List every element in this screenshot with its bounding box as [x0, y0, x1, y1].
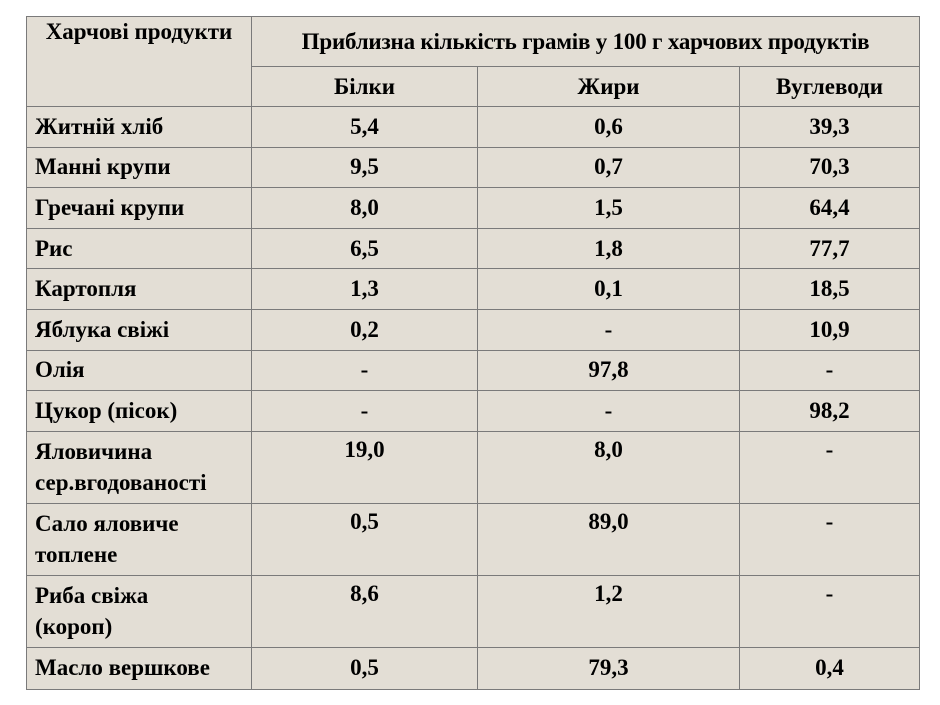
- product-name-line2: (короп): [35, 613, 113, 639]
- product-name-line1: Сало яловиче: [35, 510, 179, 536]
- carbs-value: 18,5: [738, 268, 921, 310]
- fat-value: -: [477, 308, 740, 351]
- fat-value: 1,5: [477, 187, 740, 229]
- table-row: Олія - 97,8 -: [26, 349, 921, 392]
- table-row: Масло вершкове 0,5 79,3 0,4: [26, 646, 921, 691]
- carbs-value: 39,3: [738, 106, 921, 148]
- product-name: Манні крупи: [26, 146, 252, 189]
- product-name-line1: Яловичина: [35, 438, 153, 464]
- fat-value: 1,2: [477, 574, 740, 648]
- carbs-value: 77,7: [738, 227, 921, 270]
- product-name: Олія: [26, 349, 252, 392]
- header-protein: Білки: [251, 66, 478, 108]
- header-fat: Жири: [477, 66, 740, 108]
- protein-value: -: [251, 390, 478, 432]
- carbs-value: -: [738, 349, 921, 392]
- table-row: Гречані крупи 8,0 1,5 64,4: [26, 187, 921, 229]
- fat-value: 97,8: [477, 349, 740, 392]
- table-row: Картопля 1,3 0,1 18,5: [26, 268, 921, 310]
- carbs-value: 70,3: [738, 146, 921, 189]
- fat-value: 0,6: [477, 106, 740, 148]
- protein-value: 5,4: [251, 106, 478, 148]
- product-name-line2: топлене: [35, 541, 118, 567]
- carbs-value: 0,4: [738, 646, 921, 691]
- table-row: Манні крупи 9,5 0,7 70,3: [26, 146, 921, 189]
- carbs-value: -: [738, 430, 921, 504]
- product-name: Картопля: [26, 268, 252, 310]
- protein-value: 6,5: [251, 227, 478, 270]
- carbs-value: -: [738, 574, 921, 648]
- product-name: Сало яловиче топлене: [26, 502, 252, 576]
- protein-value: 19,0: [251, 430, 478, 504]
- protein-value: 0,5: [251, 502, 478, 576]
- fat-value: -: [477, 390, 740, 432]
- product-name: Риба свіжа (короп): [26, 574, 252, 648]
- table-row: Цукор (пісок) - - 98,2: [26, 390, 921, 432]
- carbs-value: 10,9: [738, 308, 921, 351]
- product-name-line1: Риба свіжа: [35, 582, 149, 608]
- table-row: Сало яловиче топлене 0,5 89,0 -: [26, 502, 921, 576]
- header-grams-per-100g: Приблизна кількість грамів у 100 г харчо…: [250, 15, 921, 68]
- header-carbs: Вуглеводи: [738, 66, 921, 108]
- fat-value: 79,3: [477, 646, 740, 691]
- fat-value: 89,0: [477, 502, 740, 576]
- fat-value: 8,0: [477, 430, 740, 504]
- table-row: Яблука свіжі 0,2 - 10,9: [26, 308, 921, 351]
- product-name: Рис: [26, 227, 252, 270]
- protein-value: 8,6: [251, 574, 478, 648]
- protein-value: -: [251, 349, 478, 392]
- fat-value: 0,7: [477, 146, 740, 189]
- product-name: Яблука свіжі: [26, 308, 252, 351]
- nutrition-table: Харчові продукти Приблизна кількість гра…: [26, 15, 921, 691]
- product-name: Гречані крупи: [26, 187, 252, 229]
- fat-value: 1,8: [477, 227, 740, 270]
- subheader-row: Білки Жири Вуглеводи: [27, 66, 921, 108]
- fat-value: 0,1: [477, 268, 740, 310]
- product-name: Житній хліб: [26, 106, 252, 148]
- protein-value: 0,5: [251, 646, 478, 691]
- protein-value: 1,3: [251, 268, 478, 310]
- table-row: Житній хліб 5,4 0,6 39,3: [26, 106, 921, 148]
- product-name-line2: сер.вгодованості: [35, 469, 207, 495]
- table-row: Риба свіжа (короп) 8,6 1,2 -: [26, 574, 921, 648]
- carbs-value: 98,2: [738, 390, 921, 432]
- protein-value: 9,5: [251, 146, 478, 189]
- product-name: Цукор (пісок): [26, 390, 252, 432]
- product-name: Масло вершкове: [26, 646, 252, 691]
- carbs-value: -: [738, 502, 921, 576]
- product-name: Яловичина сер.вгодованості: [26, 430, 252, 504]
- table-row: Рис 6,5 1,8 77,7: [26, 227, 921, 270]
- header-row: Харчові продукти Приблизна кількість гра…: [26, 15, 921, 108]
- header-products: Харчові продукти: [26, 15, 252, 108]
- table-row: Яловичина сер.вгодованості 19,0 8,0 -: [26, 430, 921, 504]
- carbs-value: 64,4: [738, 187, 921, 229]
- protein-value: 8,0: [251, 187, 478, 229]
- protein-value: 0,2: [251, 308, 478, 351]
